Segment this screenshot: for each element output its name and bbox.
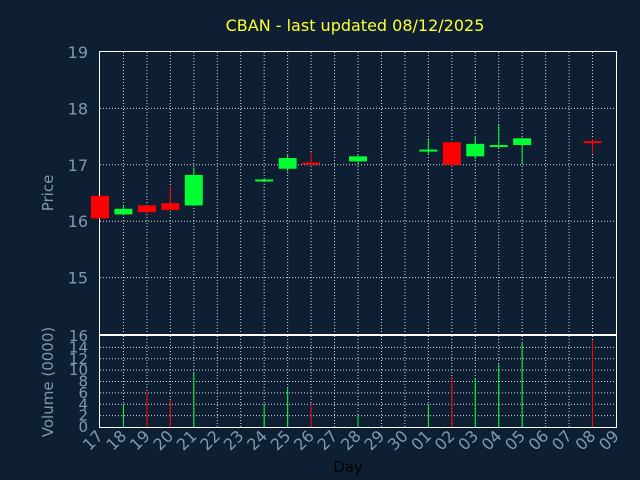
candle-body — [466, 143, 485, 157]
price-axis-label: Price — [39, 175, 57, 212]
volume-bars — [122, 340, 594, 427]
chart-title: CBAN - last updated 08/12/2025 — [226, 16, 485, 35]
volume-tick-label: 16 — [69, 327, 88, 345]
x-axis-label: Day — [333, 458, 363, 476]
candle-body — [513, 138, 532, 146]
volume-tick-label: 6 — [78, 384, 88, 402]
price-tick-label: 16 — [68, 212, 88, 231]
price-tick-label: 18 — [68, 99, 88, 118]
volume-axis-label: Volume (0000) — [39, 327, 57, 437]
candle-body — [442, 142, 461, 165]
candle-body — [137, 205, 156, 213]
volume-panel-frame — [99, 335, 617, 428]
volume-tick-label: 0 — [78, 418, 88, 436]
volume-tick-label: 2 — [78, 407, 88, 425]
volume-tick-label: 8 — [78, 373, 88, 391]
price-y-ticks: 15 16 17 18 19 — [68, 43, 88, 288]
price-panel-frame — [99, 51, 617, 335]
volume-grid — [100, 336, 616, 427]
price-tick-label: 17 — [68, 156, 88, 175]
candle-body — [91, 195, 109, 219]
candle-body — [349, 156, 367, 162]
price-tick-label: 19 — [68, 43, 88, 62]
candle-body — [161, 203, 180, 210]
volume-tick-label: 12 — [69, 350, 88, 368]
candle-body — [583, 141, 602, 144]
x-ticks: 1718192021222324252627282930010203040506… — [79, 426, 623, 454]
volume-tick-label: 4 — [78, 395, 88, 413]
candle-body — [114, 208, 133, 215]
volume-tick-label: 10 — [69, 361, 88, 379]
candle-body — [255, 179, 274, 182]
volume-tick-label: 14 — [69, 338, 88, 356]
candle-body — [419, 149, 438, 152]
price-grid — [100, 52, 616, 334]
candles — [91, 124, 602, 219]
candle-body — [302, 162, 321, 165]
x-tick-label: 09 — [595, 426, 623, 454]
candle-body — [278, 158, 297, 169]
price-tick-label: 15 — [68, 269, 88, 288]
candle-body — [489, 145, 508, 148]
candle-body — [184, 174, 203, 206]
